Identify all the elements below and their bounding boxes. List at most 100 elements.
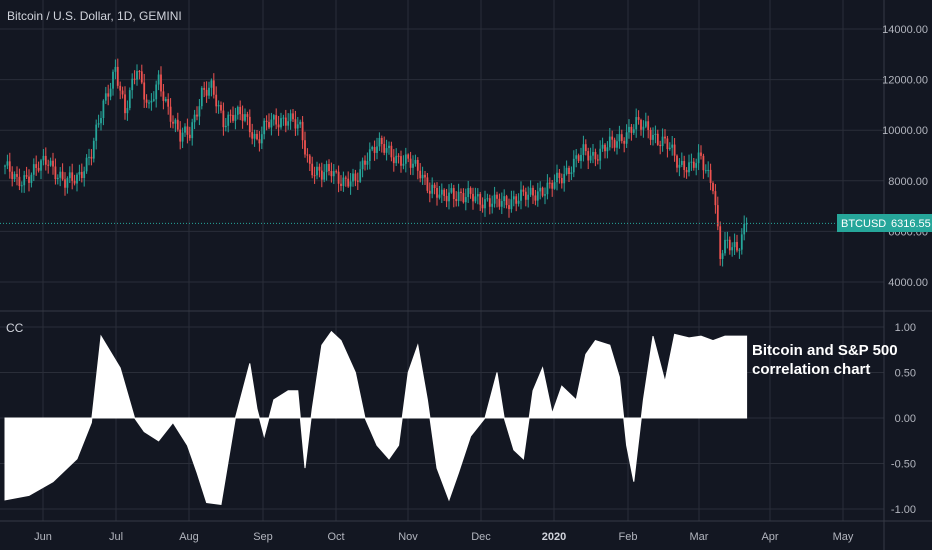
candle-body xyxy=(4,165,6,167)
candle-body xyxy=(248,116,251,133)
candle-body xyxy=(37,167,40,171)
candle-body xyxy=(280,118,282,128)
candle-body xyxy=(707,169,710,171)
price-y-tick-label: 4000.00 xyxy=(888,277,928,289)
candle-body xyxy=(311,163,314,176)
price-y-tick-label: 12000.00 xyxy=(882,75,928,87)
candle-body xyxy=(73,180,76,184)
candle-body xyxy=(191,122,194,139)
cc-y-tick-label: -1.00 xyxy=(891,504,916,516)
candle-body xyxy=(486,198,489,200)
candle-body xyxy=(680,161,683,165)
candle-body xyxy=(359,169,362,182)
candle-body xyxy=(568,167,570,175)
candle-body xyxy=(296,124,299,129)
candle-body xyxy=(234,114,237,121)
candle-body xyxy=(16,174,18,177)
candle-body xyxy=(671,144,674,148)
candle-body xyxy=(548,182,551,184)
candle-body xyxy=(510,199,513,210)
candle-body xyxy=(436,188,438,198)
x-tick-label: Jul xyxy=(109,531,123,543)
candle-body xyxy=(714,191,717,206)
candle-body xyxy=(241,114,244,121)
candle-body xyxy=(66,178,69,188)
candle-body xyxy=(654,133,657,135)
candle-body xyxy=(721,253,724,259)
candle-body xyxy=(395,155,398,164)
candle-body xyxy=(412,163,414,168)
candle-body xyxy=(253,133,256,139)
candle-body xyxy=(702,155,705,171)
candle-body xyxy=(529,187,532,195)
x-tick-label: Mar xyxy=(690,531,709,543)
candle-body xyxy=(397,155,400,157)
candle-body xyxy=(649,129,652,140)
candle-body xyxy=(690,161,693,163)
candle-body xyxy=(42,155,45,161)
candle-body xyxy=(419,170,422,179)
x-tick-label: 2020 xyxy=(542,531,566,543)
candle-body xyxy=(700,152,702,156)
candle-body xyxy=(28,176,30,183)
price-badge-value: 6316.55 xyxy=(891,218,931,230)
candle-body xyxy=(378,137,381,147)
candle-body xyxy=(203,87,206,90)
candle-body xyxy=(560,177,563,184)
candle-body xyxy=(160,74,162,92)
cc-y-tick-label: 1.00 xyxy=(895,322,916,334)
candle-body xyxy=(97,123,100,125)
candle-body xyxy=(128,90,131,109)
candle-body xyxy=(224,125,227,128)
candle-body xyxy=(176,119,179,130)
candle-body xyxy=(299,121,302,125)
candle-body xyxy=(85,157,88,172)
candle-body xyxy=(608,136,611,148)
correlation-area xyxy=(4,330,748,505)
candle-body xyxy=(460,191,462,193)
candle-body xyxy=(683,161,686,170)
indicator-label: CC xyxy=(6,321,24,335)
candle-body xyxy=(258,139,261,144)
price-badge-value-bg xyxy=(887,214,932,232)
candle-body xyxy=(390,145,393,158)
candle-body xyxy=(416,159,419,171)
candle-body xyxy=(517,200,520,204)
candle-body xyxy=(200,87,203,107)
candle-body xyxy=(222,110,225,128)
candle-body xyxy=(385,148,388,153)
candle-body xyxy=(215,94,218,107)
candle-body xyxy=(347,178,350,187)
candle-body xyxy=(184,126,186,133)
candle-body xyxy=(558,172,561,178)
candle-body xyxy=(630,126,633,133)
candle-body xyxy=(428,190,431,194)
candle-body xyxy=(340,183,342,186)
candle-body xyxy=(445,195,448,202)
candle-body xyxy=(284,117,287,126)
candle-body xyxy=(724,239,726,254)
candle-body xyxy=(716,205,719,227)
candle-body xyxy=(114,66,117,72)
candle-body xyxy=(335,171,338,173)
price-y-tick-label: 14000.00 xyxy=(882,24,928,36)
candle-body xyxy=(383,144,386,153)
candle-body xyxy=(625,132,628,144)
candle-body xyxy=(613,139,616,148)
candle-body xyxy=(260,134,263,144)
candle-body xyxy=(472,193,474,202)
candle-body xyxy=(551,182,554,189)
candle-body xyxy=(656,133,659,145)
candle-body xyxy=(661,136,664,147)
candle-body xyxy=(620,134,623,141)
candle-body xyxy=(152,99,155,101)
candle-body xyxy=(457,191,460,202)
candle-body xyxy=(126,108,129,114)
candle-body xyxy=(596,159,599,161)
candle-body xyxy=(18,176,21,187)
candle-body xyxy=(522,189,525,192)
candle-body xyxy=(52,160,54,167)
candle-body xyxy=(56,177,59,180)
x-tick-label: Sep xyxy=(253,531,273,543)
